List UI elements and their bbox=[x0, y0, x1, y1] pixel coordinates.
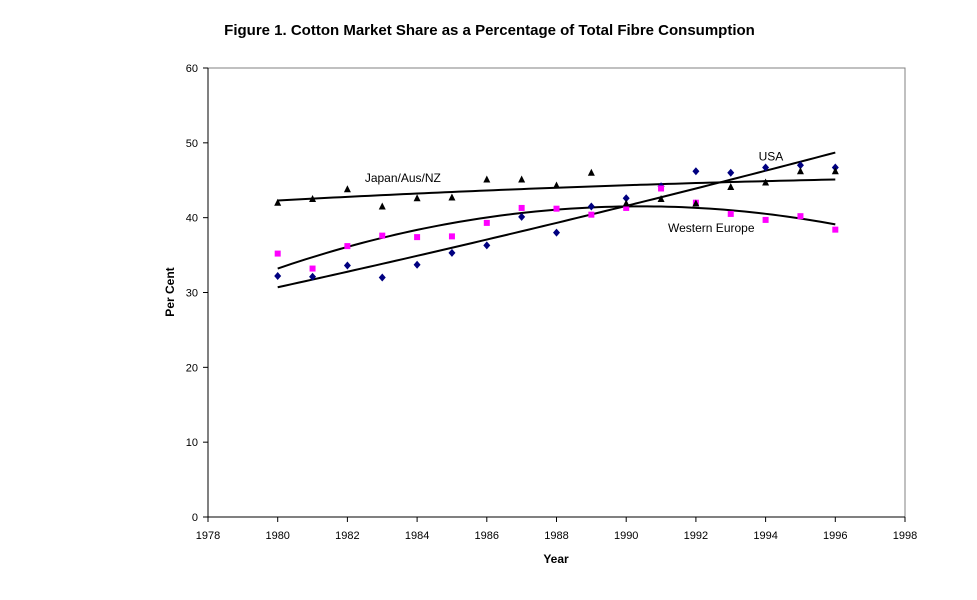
point-series-1-11 bbox=[658, 185, 665, 192]
point-series-2-15 bbox=[796, 167, 804, 175]
point-series-1-0 bbox=[274, 250, 281, 257]
point-series-2-0 bbox=[274, 198, 282, 206]
point-series-1-10 bbox=[623, 204, 630, 211]
point-series-2-16 bbox=[831, 167, 839, 175]
point-series-0-12 bbox=[692, 167, 700, 176]
point-series-2-12 bbox=[692, 199, 700, 207]
point-series-0-6 bbox=[483, 241, 491, 250]
point-series-1-14 bbox=[762, 216, 769, 223]
point-series-2-2 bbox=[343, 185, 351, 193]
point-series-2-11 bbox=[657, 194, 665, 202]
point-series-2-3 bbox=[378, 202, 386, 210]
point-series-0-15 bbox=[796, 161, 804, 170]
x-tick-label-5: 1988 bbox=[544, 530, 568, 542]
chart-title: Figure 1. Cotton Market Share as a Perce… bbox=[224, 22, 755, 39]
y-axis-title: Per Cent bbox=[163, 267, 177, 316]
x-tick-label-1: 1980 bbox=[265, 530, 289, 542]
x-axis-title: Year bbox=[543, 552, 569, 566]
y-tick-label-5: 50 bbox=[186, 138, 198, 150]
point-series-1-4 bbox=[414, 234, 421, 241]
point-series-2-13 bbox=[727, 182, 735, 190]
y-tick-label-2: 20 bbox=[186, 362, 198, 374]
point-series-0-5 bbox=[448, 248, 456, 257]
point-series-2-14 bbox=[762, 178, 770, 186]
y-tick-label-1: 10 bbox=[186, 437, 198, 449]
y-tick-label-3: 30 bbox=[186, 288, 198, 300]
y-tick-label-6: 60 bbox=[186, 63, 198, 75]
series-label-1: Western Europe bbox=[668, 221, 755, 235]
x-tick-label-7: 1992 bbox=[684, 530, 708, 542]
point-series-2-9 bbox=[587, 168, 595, 176]
point-series-1-9 bbox=[588, 211, 595, 218]
point-series-1-15 bbox=[797, 213, 804, 220]
point-series-1-5 bbox=[448, 233, 455, 240]
point-series-0-3 bbox=[378, 273, 386, 282]
point-series-2-10 bbox=[622, 199, 630, 207]
series-annotations: USA Western Europe Japan/Aus/NZ bbox=[365, 149, 783, 235]
x-tick-label-3: 1984 bbox=[405, 530, 429, 542]
x-tick-label-6: 1990 bbox=[614, 530, 638, 542]
point-series-2-6 bbox=[483, 175, 491, 183]
y-tick-label-0: 0 bbox=[192, 512, 198, 524]
point-series-1-13 bbox=[727, 210, 734, 217]
point-series-2-5 bbox=[448, 193, 456, 201]
point-series-2-7 bbox=[518, 175, 526, 183]
x-tick-label-4: 1986 bbox=[475, 530, 499, 542]
series-label-2: Japan/Aus/NZ bbox=[365, 171, 441, 185]
axes: 0 10 20 30 40 50 60 1978 1980 1982 1984 1986 1988 199… bbox=[186, 63, 917, 542]
data-points bbox=[274, 161, 839, 282]
point-series-0-8 bbox=[553, 228, 560, 237]
point-series-1-2 bbox=[344, 243, 351, 250]
x-tick-label-0: 1978 bbox=[196, 530, 220, 542]
point-series-0-7 bbox=[518, 212, 526, 221]
point-series-1-7 bbox=[518, 204, 525, 211]
point-series-2-4 bbox=[413, 194, 421, 202]
series-label-0: USA bbox=[759, 149, 784, 163]
point-series-2-1 bbox=[309, 194, 317, 202]
point-series-1-16 bbox=[832, 226, 839, 233]
point-series-0-14 bbox=[762, 163, 770, 172]
point-series-0-9 bbox=[587, 202, 595, 211]
point-series-0-4 bbox=[413, 260, 421, 269]
point-series-0-13 bbox=[727, 168, 735, 177]
x-tick-label-2: 1982 bbox=[335, 530, 359, 542]
y-tick-label-4: 40 bbox=[186, 213, 198, 225]
point-series-1-3 bbox=[379, 232, 386, 239]
x-tick-label-10: 1998 bbox=[893, 530, 917, 542]
point-series-0-1 bbox=[309, 272, 317, 281]
point-series-1-1 bbox=[309, 265, 316, 272]
point-series-2-8 bbox=[553, 181, 560, 189]
trendline-series-0 bbox=[277, 151, 836, 289]
point-series-0-0 bbox=[274, 272, 282, 281]
point-series-0-2 bbox=[343, 261, 351, 270]
point-series-1-6 bbox=[483, 219, 490, 226]
x-tick-label-9: 1996 bbox=[823, 530, 847, 542]
point-series-0-10 bbox=[622, 194, 630, 203]
point-series-1-8 bbox=[553, 205, 560, 212]
plot-area bbox=[207, 67, 906, 518]
x-tick-label-8: 1994 bbox=[753, 530, 777, 542]
